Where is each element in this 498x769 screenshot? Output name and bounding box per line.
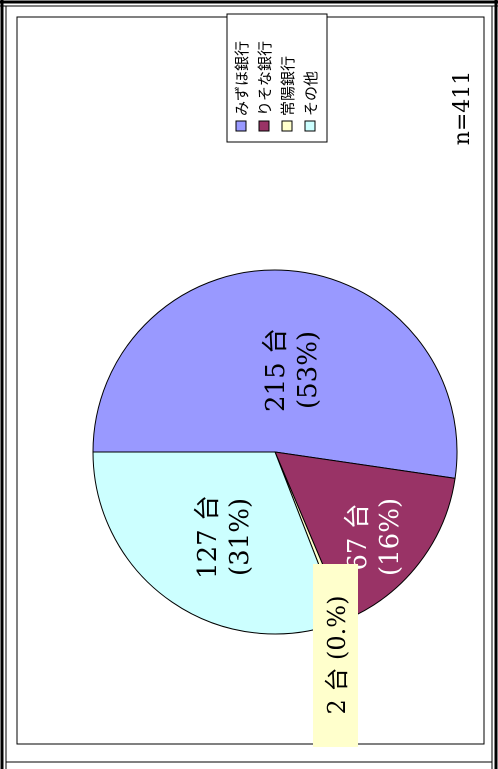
label-resona: 67 台 (16%) xyxy=(343,498,405,576)
pie xyxy=(92,269,458,635)
label-joyo-box xyxy=(313,564,358,747)
legend-label-joyo: 常陽銀行 xyxy=(279,56,297,116)
label-mizuho: 215 台 (53%) xyxy=(261,328,323,412)
label-joyo-text: 2 台 (0.%) xyxy=(323,596,351,715)
label-other-pct: (31%) xyxy=(225,498,255,576)
legend-item-resona: りそな銀行 xyxy=(256,41,274,132)
legend-swatch-resona xyxy=(258,120,270,132)
legend-item-mizuho: みずほ銀行 xyxy=(233,41,251,132)
legend-swatch-mizuho xyxy=(235,120,247,132)
legend-item-other: その他 xyxy=(302,71,320,132)
label-other-count: 127 台 xyxy=(193,495,223,579)
legend-label-resona: りそな銀行 xyxy=(256,41,274,116)
slice-other xyxy=(92,451,342,635)
legend: みずほ銀行 りそな銀行 常陽銀行 その他 xyxy=(233,41,320,132)
label-resona-pct: (16%) xyxy=(375,498,405,576)
label-mizuho-count: 215 台 xyxy=(261,328,291,412)
legend-swatch-other xyxy=(304,120,316,132)
slice-resona xyxy=(274,451,456,621)
legend-label-mizuho: みずほ銀行 xyxy=(233,41,251,116)
label-joyo: 2 台 (0.%) xyxy=(323,596,351,715)
total-label: n=411 xyxy=(450,71,475,146)
legend-label-other: その他 xyxy=(302,71,320,116)
legend-item-joyo: 常陽銀行 xyxy=(279,56,297,132)
label-other: 127 台 (31%) xyxy=(193,495,255,579)
slice-mizuho xyxy=(92,269,458,479)
legend-swatch-joyo xyxy=(281,120,293,132)
label-mizuho-pct: (53%) xyxy=(293,331,323,409)
label-resona-count: 67 台 xyxy=(343,503,373,570)
